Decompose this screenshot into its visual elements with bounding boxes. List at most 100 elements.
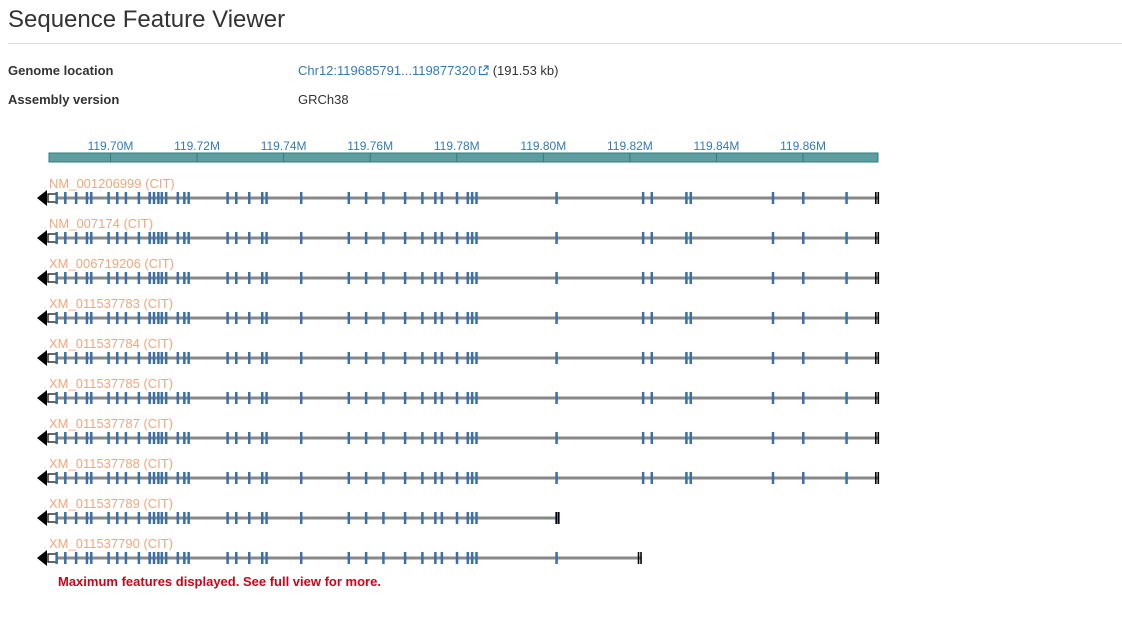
transcript-end-cap [875, 472, 877, 484]
transcript-label[interactable]: XM_011537790 (CIT) [49, 536, 173, 551]
exon [90, 232, 93, 244]
exon [90, 272, 93, 284]
exon [183, 192, 186, 204]
transcript-label[interactable]: XM_011537783 (CIT) [49, 296, 173, 311]
transcript-track[interactable]: XM_011537790 (CIT) [37, 536, 642, 566]
exon [176, 472, 180, 484]
genome-location-link[interactable]: Chr12:119685791...119877320 [298, 63, 477, 78]
transcript-label[interactable]: XM_011537787 (CIT) [49, 416, 173, 431]
transcript-track[interactable]: XM_011537784 (CIT) [37, 336, 880, 366]
exon [55, 312, 58, 324]
exon [260, 312, 264, 324]
exon [650, 232, 654, 244]
strand-arrow-icon [37, 230, 47, 246]
exon [176, 232, 180, 244]
exon [124, 512, 128, 524]
exon [235, 312, 238, 324]
exon [265, 352, 268, 364]
exon [689, 232, 692, 244]
exon [164, 512, 168, 524]
transcript-end-cap [555, 512, 558, 524]
transcript-label[interactable]: XM_011537785 (CIT) [49, 376, 173, 391]
transcript-track[interactable]: XM_011537787 (CIT) [37, 416, 880, 446]
exon [176, 552, 180, 564]
exon [148, 552, 151, 564]
exon [771, 232, 775, 244]
exon [265, 552, 268, 564]
exon [74, 272, 78, 284]
exon [403, 352, 407, 364]
exon [403, 392, 407, 404]
exon [641, 432, 645, 444]
exon [187, 552, 190, 564]
exon [107, 472, 110, 484]
exon [152, 552, 156, 564]
exon [470, 312, 474, 324]
exon [74, 512, 78, 524]
exon [641, 472, 645, 484]
exon [641, 392, 645, 404]
transcript-label[interactable]: NM_001206999 (CIT) [49, 176, 175, 191]
exon [650, 312, 654, 324]
exon [421, 392, 424, 404]
exon [137, 512, 141, 524]
exon [64, 392, 67, 404]
exon [148, 352, 151, 364]
exon [183, 432, 186, 444]
exon [555, 312, 558, 324]
transcript-label[interactable]: XM_006719206 (CIT) [49, 256, 174, 271]
transcript-label[interactable]: NM_007174 (CIT) [49, 216, 153, 231]
exon [689, 472, 692, 484]
exon [248, 312, 251, 324]
exon [475, 272, 478, 284]
exon [183, 352, 186, 364]
transcript-label[interactable]: XM_011537789 (CIT) [49, 496, 173, 511]
transcript-track[interactable]: XM_011537788 (CIT) [37, 456, 880, 486]
exon [248, 512, 251, 524]
exon [187, 432, 190, 444]
genome-location-value: Chr12:119685791...119877320 (191.53 kb) [298, 63, 558, 79]
exon [466, 472, 470, 484]
exon [226, 432, 229, 444]
transcript-track[interactable]: NM_001206999 (CIT) [37, 176, 880, 206]
exon [107, 232, 110, 244]
exon [152, 192, 156, 204]
exon [124, 432, 128, 444]
exon [685, 432, 688, 444]
transcript-track[interactable]: XM_006719206 (CIT) [37, 256, 880, 286]
transcript-label[interactable]: XM_011537784 (CIT) [49, 336, 173, 351]
exon [107, 392, 110, 404]
exon [248, 192, 251, 204]
exon [176, 392, 180, 404]
transcript-label[interactable]: XM_011537788 (CIT) [49, 456, 173, 471]
exon [802, 232, 805, 244]
exon [160, 352, 164, 364]
exon [434, 392, 437, 404]
exon [470, 552, 474, 564]
exon [455, 312, 459, 324]
exon [555, 472, 558, 484]
exon [434, 232, 437, 244]
transcript-track[interactable]: XM_011537783 (CIT) [37, 296, 880, 326]
exon [299, 552, 303, 564]
transcript-track[interactable]: XM_011537785 (CIT) [37, 376, 880, 406]
exon [137, 352, 141, 364]
ruler-bar[interactable] [48, 152, 879, 163]
exon [157, 552, 160, 564]
exon [470, 472, 474, 484]
transcript-end-cap [875, 192, 877, 204]
exon [248, 272, 251, 284]
transcript-track[interactable]: NM_007174 (CIT) [37, 216, 880, 246]
external-link-icon[interactable] [478, 64, 489, 79]
transcript-end-cap [875, 232, 877, 244]
exon [85, 312, 89, 324]
exon [455, 392, 459, 404]
genome-ruler[interactable]: 119.70M 119.72M 119.74M 119.76M 119.78M 119.8… [48, 139, 879, 163]
ruler-tick-label: 119.74M [261, 139, 307, 153]
exon [115, 512, 119, 524]
ruler-tick-label: 119.80M [520, 139, 566, 153]
exon [64, 312, 67, 324]
exon [466, 512, 470, 524]
transcript-track[interactable]: XM_011537789 (CIT) [37, 496, 560, 526]
